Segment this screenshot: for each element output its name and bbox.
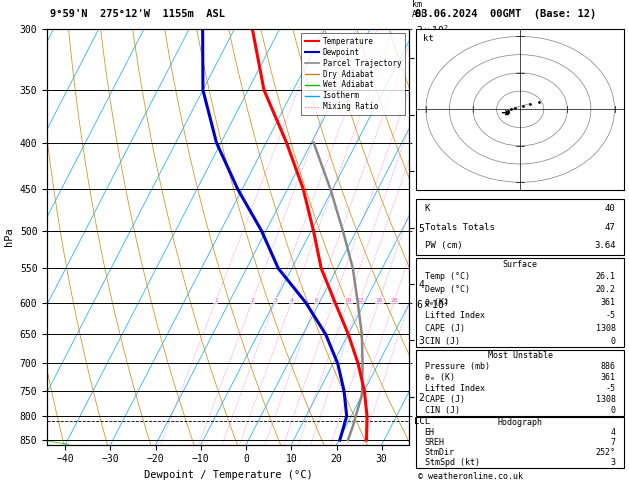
Text: km
ASL: km ASL (412, 0, 427, 19)
Text: 20: 20 (391, 298, 398, 303)
Text: Dewp (°C): Dewp (°C) (425, 285, 470, 294)
Text: Lifted Index: Lifted Index (425, 311, 485, 320)
Text: StmSpd (kt): StmSpd (kt) (425, 458, 480, 467)
Text: 10: 10 (345, 298, 352, 303)
Legend: Temperature, Dewpoint, Parcel Trajectory, Dry Adiabat, Wet Adiabat, Isotherm, Mi: Temperature, Dewpoint, Parcel Trajectory… (301, 33, 405, 115)
Text: 252°: 252° (596, 448, 616, 457)
Text: -5: -5 (606, 311, 616, 320)
Text: 40: 40 (605, 204, 616, 213)
Text: 26.1: 26.1 (596, 272, 616, 281)
Text: 8: 8 (332, 298, 336, 303)
Text: LCL: LCL (415, 417, 430, 426)
Text: CAPE (J): CAPE (J) (425, 395, 465, 404)
Text: Totals Totals: Totals Totals (425, 223, 494, 232)
Text: kt: kt (423, 34, 433, 43)
Text: 16: 16 (376, 298, 383, 303)
Text: © weatheronline.co.uk: © weatheronline.co.uk (418, 472, 523, 481)
Text: 12: 12 (356, 298, 364, 303)
Text: 1308: 1308 (596, 324, 616, 333)
Text: 2: 2 (250, 298, 254, 303)
Text: 3: 3 (611, 458, 616, 467)
Text: 7: 7 (611, 438, 616, 447)
Text: Most Unstable: Most Unstable (487, 351, 553, 360)
Text: 886: 886 (601, 362, 616, 371)
Text: θₑ (K): θₑ (K) (425, 373, 455, 382)
Text: CIN (J): CIN (J) (425, 337, 460, 346)
Text: 6: 6 (314, 298, 318, 303)
Text: 4: 4 (611, 428, 616, 437)
Y-axis label: hPa: hPa (4, 227, 14, 246)
Text: 47: 47 (605, 223, 616, 232)
Text: 1308: 1308 (596, 395, 616, 404)
Text: 03.06.2024  00GMT  (Base: 12): 03.06.2024 00GMT (Base: 12) (415, 9, 596, 19)
Text: 20.2: 20.2 (596, 285, 616, 294)
Text: -5: -5 (606, 383, 616, 393)
Text: Pressure (mb): Pressure (mb) (425, 362, 490, 371)
Text: 3: 3 (273, 298, 277, 303)
Text: Surface: Surface (503, 260, 538, 268)
Text: θₑ(K): θₑ(K) (425, 298, 450, 307)
Text: 3.64: 3.64 (594, 242, 616, 250)
X-axis label: Dewpoint / Temperature (°C): Dewpoint / Temperature (°C) (143, 470, 313, 480)
Text: 4: 4 (290, 298, 294, 303)
Text: CIN (J): CIN (J) (425, 405, 460, 415)
Text: Temp (°C): Temp (°C) (425, 272, 470, 281)
Text: 361: 361 (601, 373, 616, 382)
Text: EH: EH (425, 428, 435, 437)
Text: 1: 1 (214, 298, 218, 303)
Text: PW (cm): PW (cm) (425, 242, 462, 250)
Text: 361: 361 (601, 298, 616, 307)
Text: SREH: SREH (425, 438, 445, 447)
Text: Lifted Index: Lifted Index (425, 383, 485, 393)
Text: Hodograph: Hodograph (498, 418, 543, 427)
Text: StmDir: StmDir (425, 448, 455, 457)
Text: 0: 0 (611, 405, 616, 415)
Text: CAPE (J): CAPE (J) (425, 324, 465, 333)
Text: 9°59'N  275°12'W  1155m  ASL: 9°59'N 275°12'W 1155m ASL (50, 9, 225, 19)
Text: 0: 0 (611, 337, 616, 346)
Text: K: K (425, 204, 430, 213)
